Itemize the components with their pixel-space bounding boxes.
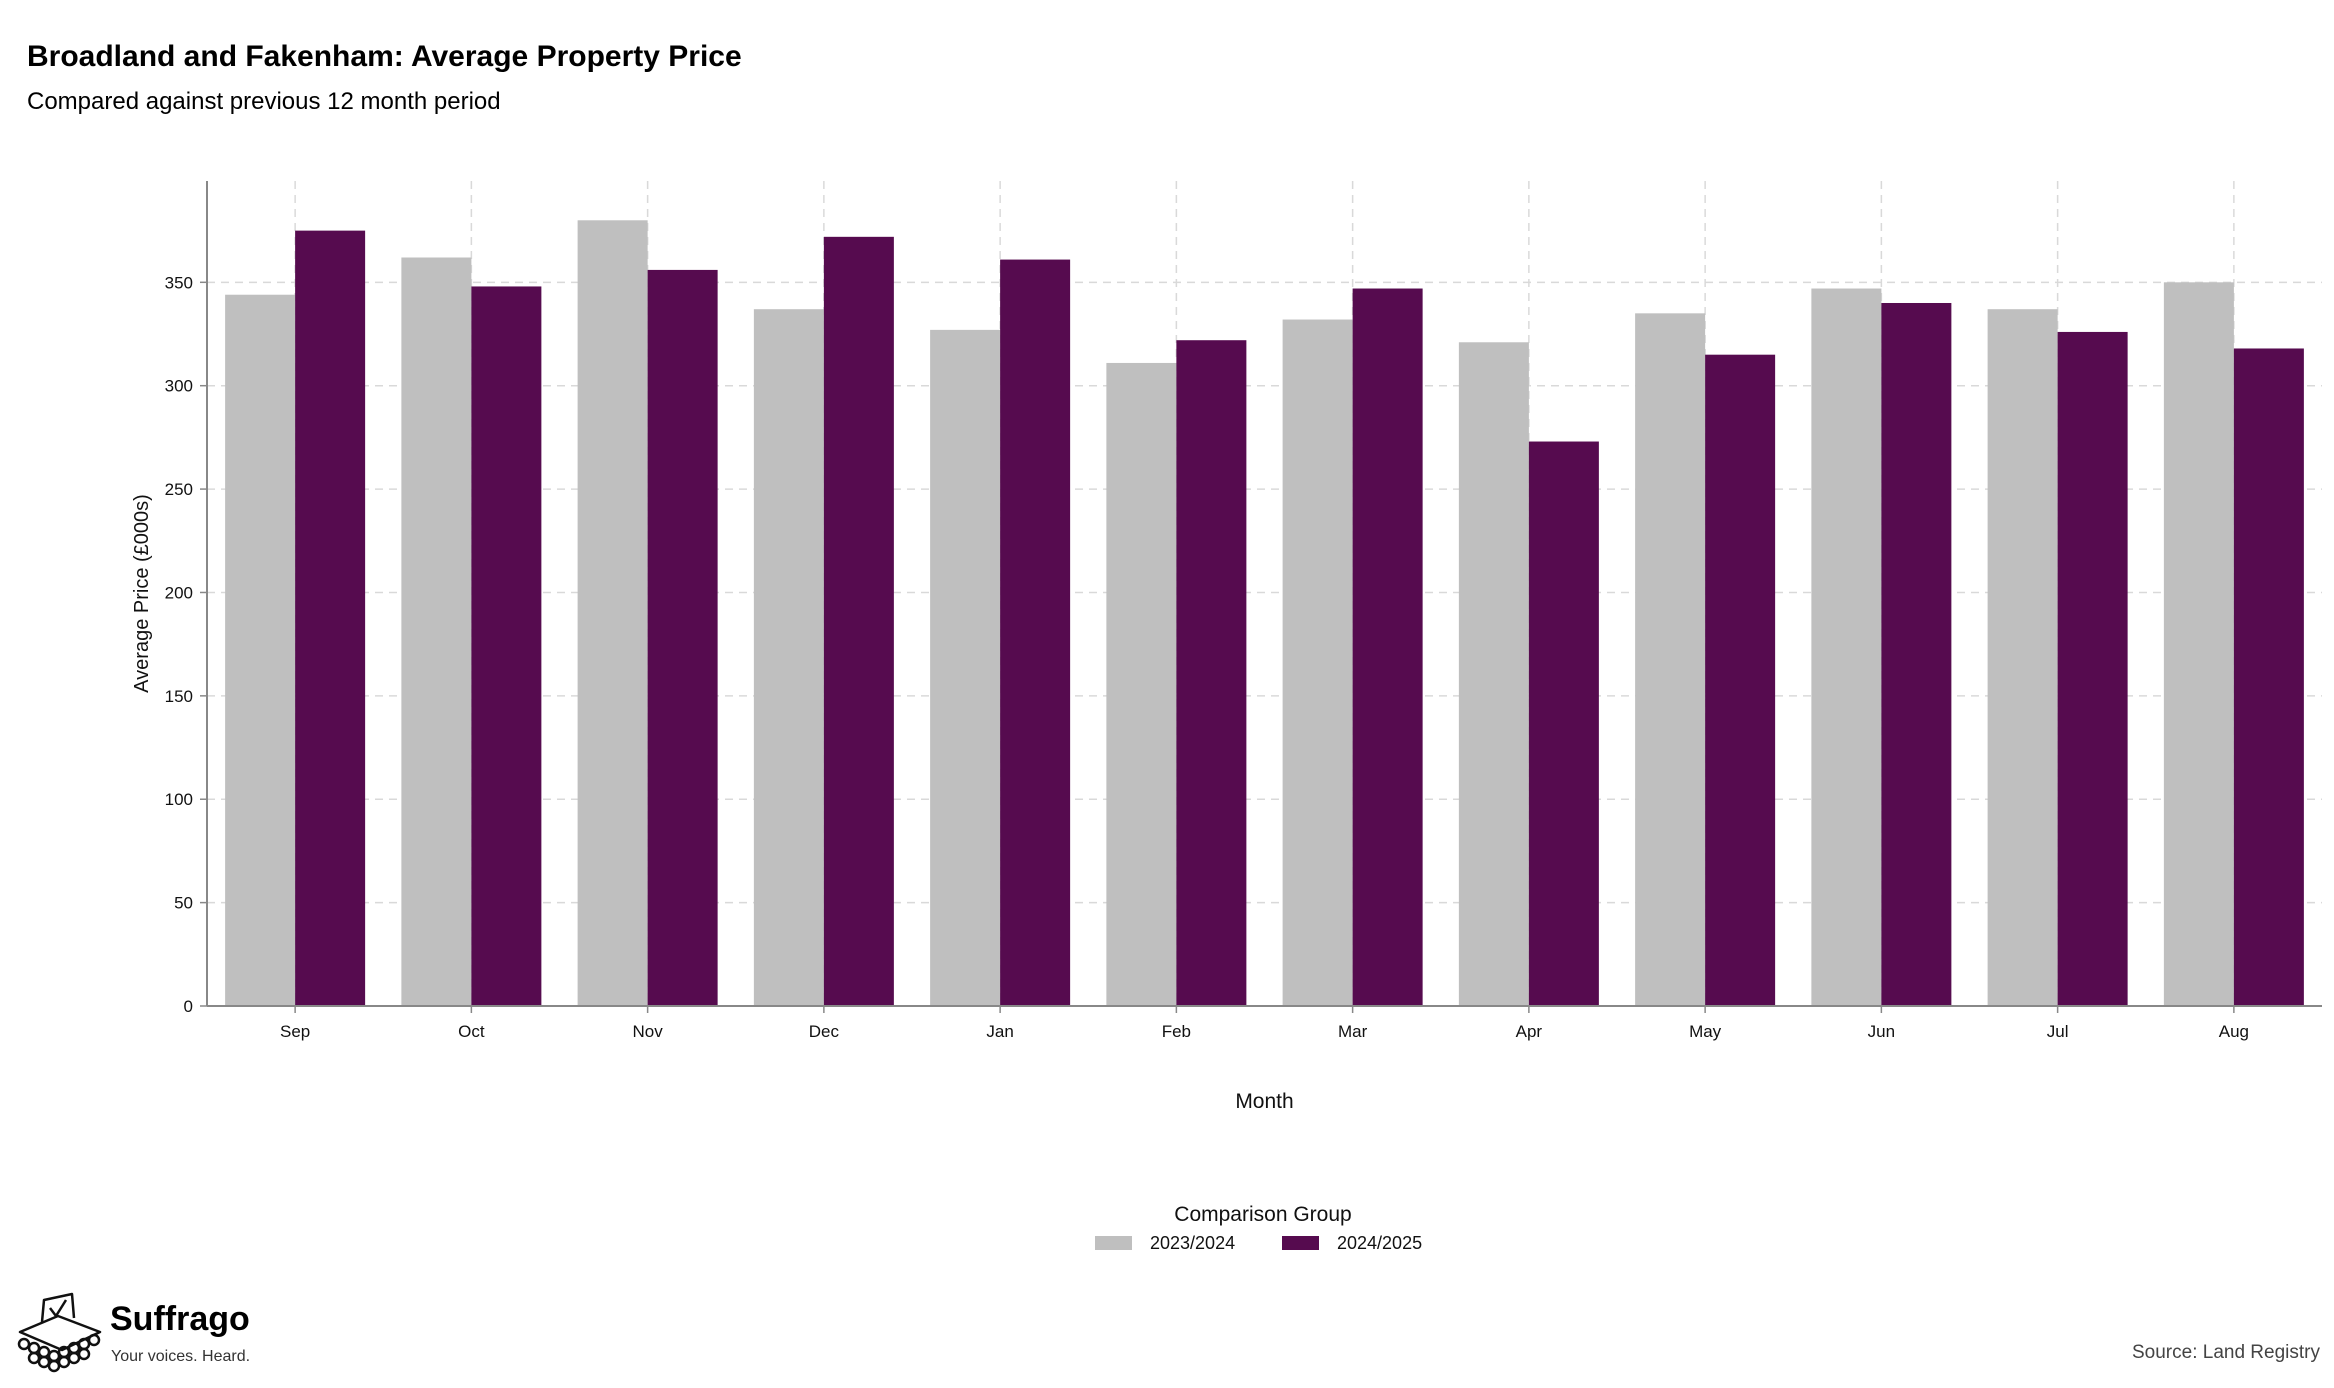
x-axis-label: Month [1235, 1090, 1293, 1113]
x-tick-label: Dec [809, 1022, 840, 1041]
legend-label: 2023/2024 [1150, 1233, 1235, 1253]
y-tick-label: 150 [165, 687, 193, 706]
bar-2024-2025-mar [1352, 288, 1423, 1006]
x-tick-label: May [1689, 1022, 1722, 1041]
bar-2024-2025-oct [471, 286, 542, 1006]
x-tick-label: Feb [1162, 1022, 1191, 1041]
bar-2024-2025-sep [295, 230, 366, 1007]
bar-2023-2024-mar [1282, 319, 1353, 1007]
x-tick-label: Sep [280, 1022, 310, 1041]
brand-tagline: Your voices. Heard. [111, 1348, 251, 1365]
legend-swatch [1095, 1236, 1132, 1250]
x-tick-label: Oct [458, 1022, 485, 1041]
y-tick-label: 100 [165, 790, 193, 809]
bar-2024-2025-jun [1881, 302, 1952, 1006]
source-note: Source: Land Registry [2132, 1342, 2320, 1363]
y-tick-label: 0 [184, 997, 193, 1016]
y-tick-label: 50 [174, 894, 193, 913]
x-tick-label: Nov [633, 1022, 664, 1041]
x-tick-label: Jan [986, 1022, 1013, 1041]
bar-2024-2025-jan [1000, 259, 1071, 1007]
brand-name: Suffrago [110, 1300, 250, 1338]
bar-2023-2024-dec [753, 309, 824, 1006]
bar-2023-2024-jun [1811, 288, 1882, 1006]
bar-2023-2024-jan [930, 329, 1001, 1006]
bar-2023-2024-nov [577, 220, 648, 1007]
bar-chart: 0 50 100 150 200 250 300 350 Sep Oct Nov Dec Jan Feb M… [131, 181, 2322, 1253]
chart-title: Broadland and Fakenham: Average Property… [27, 40, 742, 73]
y-axis-label: Average Price (£000s) [131, 494, 153, 693]
y-tick-label: 300 [165, 377, 193, 396]
bar-2023-2024-oct [401, 257, 472, 1006]
ballot-box-logo-icon [17, 1292, 102, 1373]
x-tick-label: Aug [2219, 1022, 2249, 1041]
bar-2023-2024-sep [225, 294, 296, 1006]
bar-2024-2025-apr [1528, 441, 1599, 1006]
bar-2023-2024-feb [1106, 362, 1177, 1006]
bar-2023-2024-apr [1458, 342, 1529, 1006]
x-tick-label: Apr [1516, 1022, 1543, 1041]
bar-2024-2025-feb [1176, 340, 1247, 1006]
y-tick-label: 250 [165, 480, 193, 499]
bar-2023-2024-aug [2163, 282, 2234, 1006]
y-tick-label: 200 [165, 583, 193, 602]
legend-swatch [1282, 1236, 1319, 1250]
bar-2023-2024-may [1635, 313, 1706, 1007]
bar-2024-2025-jul [2057, 331, 2128, 1007]
bar-2023-2024-jul [1987, 309, 2058, 1006]
legend-label: 2024/2025 [1337, 1233, 1422, 1253]
x-tick-label: Jun [1868, 1022, 1895, 1041]
bar-2024-2025-aug [2233, 348, 2304, 1006]
bar-2024-2025-dec [823, 236, 894, 1006]
y-tick-label: 350 [165, 273, 193, 292]
legend-title: Comparison Group [1174, 1203, 1351, 1226]
x-tick-label: Mar [1338, 1022, 1368, 1041]
bar-2024-2025-may [1705, 354, 1776, 1006]
x-tick-label: Jul [2047, 1022, 2069, 1041]
chart-subtitle: Compared against previous 12 month perio… [27, 88, 501, 115]
bar-2024-2025-nov [647, 269, 718, 1006]
